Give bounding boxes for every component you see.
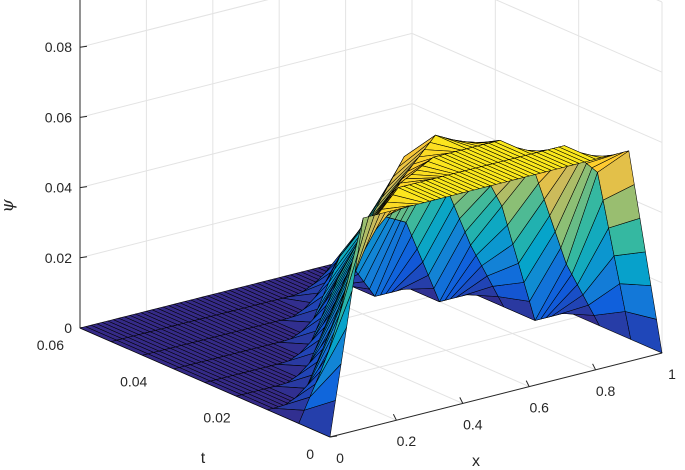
- t-tick-label: 0: [306, 446, 314, 462]
- t-tick-label: 0.06: [37, 337, 64, 353]
- psi-tick-mark: [79, 256, 88, 259]
- psi-axis-label: ψ: [0, 199, 18, 213]
- psi-tick-label: 0.02: [45, 250, 72, 266]
- surface-face: [298, 400, 336, 438]
- tick-labels: 00.20.40.60.8100.020.040.0600.020.040.06…: [37, 39, 676, 466]
- t-tick-mark: [329, 435, 338, 438]
- x-tick-label: 0.2: [397, 433, 417, 449]
- x-axis-line: [329, 352, 663, 438]
- t-tick-label: 0.04: [120, 373, 147, 389]
- t-axis-label: t: [201, 450, 206, 467]
- x-tick-label: 0.6: [529, 400, 549, 416]
- x-tick-mark: [459, 397, 464, 404]
- psi-tick-label: 0.06: [45, 109, 72, 125]
- t-tick-label: 0.02: [203, 410, 230, 426]
- psi-tick-mark: [79, 45, 88, 48]
- grid-line-psi: [656, 0, 663, 3]
- grid-line-psi: [79, 0, 663, 73]
- x-tick-label: 0.8: [596, 383, 616, 399]
- x-tick-mark: [592, 363, 597, 371]
- x-tick-label: 1: [668, 366, 676, 382]
- psi-tick-label: 0: [64, 320, 72, 336]
- x-tick-label: 0: [336, 450, 344, 466]
- surface-face: [613, 251, 652, 286]
- psi-tick-mark: [79, 115, 88, 118]
- surface-face: [267, 408, 305, 424]
- surface: [79, 134, 663, 438]
- x-tick-label: 0.4: [463, 416, 483, 432]
- psi-tick-label: 0.08: [45, 39, 72, 55]
- psi-tick-mark: [79, 186, 88, 189]
- x-axis-label: x: [472, 453, 480, 470]
- psi-tick-label: 0.04: [45, 180, 72, 196]
- grid-line-psi: [79, 32, 663, 143]
- x-tick-mark: [525, 380, 530, 387]
- x-tick-mark: [392, 413, 397, 421]
- surface-face: [593, 311, 632, 340]
